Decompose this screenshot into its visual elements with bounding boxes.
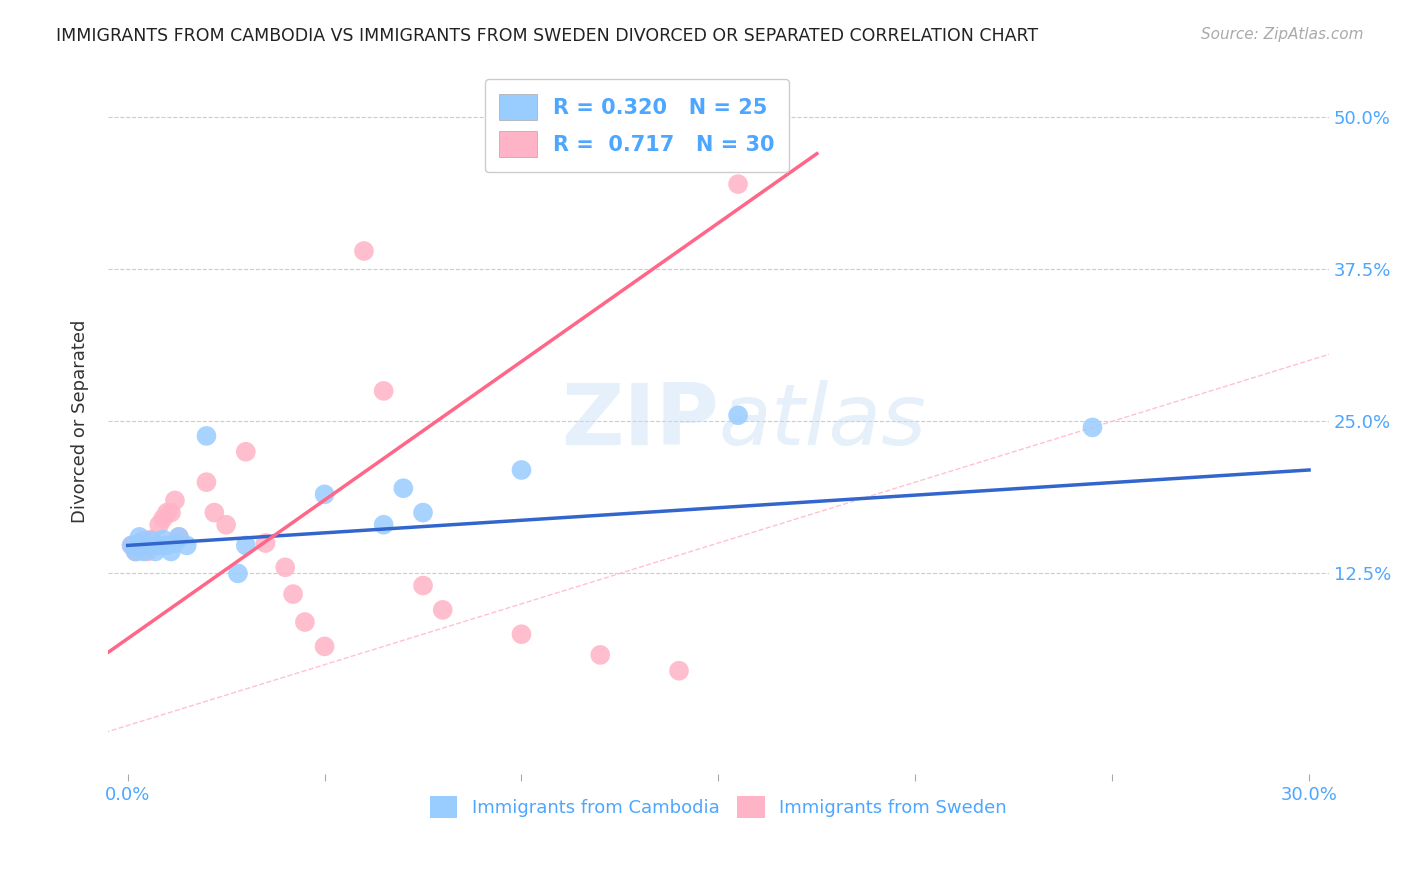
Point — [281, 587, 304, 601]
Text: ZIP: ZIP — [561, 380, 718, 463]
Point — [432, 603, 454, 617]
Point — [148, 538, 170, 552]
Point — [121, 538, 143, 552]
Point — [589, 648, 612, 662]
Point — [156, 538, 179, 552]
Point — [195, 429, 218, 443]
Point — [128, 530, 150, 544]
Point — [373, 384, 395, 398]
Point — [195, 475, 218, 490]
Point — [510, 627, 533, 641]
Legend: Immigrants from Cambodia, Immigrants from Sweden: Immigrants from Cambodia, Immigrants fro… — [423, 789, 1014, 825]
Text: IMMIGRANTS FROM CAMBODIA VS IMMIGRANTS FROM SWEDEN DIVORCED OR SEPARATED CORRELA: IMMIGRANTS FROM CAMBODIA VS IMMIGRANTS F… — [56, 27, 1039, 45]
Point — [163, 493, 186, 508]
Point — [132, 533, 155, 548]
Point — [132, 544, 155, 558]
Point — [176, 538, 198, 552]
Point — [152, 533, 174, 547]
Point — [156, 506, 179, 520]
Point — [160, 544, 183, 558]
Point — [373, 517, 395, 532]
Point — [124, 544, 146, 558]
Point — [167, 530, 190, 544]
Point — [294, 615, 316, 629]
Text: Source: ZipAtlas.com: Source: ZipAtlas.com — [1201, 27, 1364, 42]
Point — [215, 517, 238, 532]
Point — [136, 544, 159, 558]
Point — [235, 538, 257, 552]
Point — [353, 244, 375, 258]
Point — [141, 533, 163, 547]
Point — [160, 506, 183, 520]
Point — [148, 517, 170, 532]
Point — [668, 664, 690, 678]
Point — [121, 538, 143, 552]
Text: atlas: atlas — [718, 380, 927, 463]
Point — [412, 578, 434, 592]
Point — [152, 511, 174, 525]
Point — [128, 538, 150, 552]
Point — [163, 536, 186, 550]
Point — [202, 506, 225, 520]
Point — [727, 409, 749, 423]
Y-axis label: Divorced or Separated: Divorced or Separated — [72, 319, 89, 523]
Point — [141, 533, 163, 548]
Point — [226, 566, 249, 581]
Point — [143, 544, 166, 558]
Point — [128, 536, 150, 550]
Point — [1081, 420, 1104, 434]
Point — [167, 530, 190, 544]
Point — [136, 538, 159, 552]
Point — [274, 560, 297, 574]
Point — [314, 487, 336, 501]
Point — [392, 481, 415, 495]
Point — [143, 538, 166, 552]
Point — [254, 536, 277, 550]
Point — [124, 544, 146, 558]
Point — [412, 506, 434, 520]
Point — [727, 177, 749, 191]
Point — [314, 640, 336, 654]
Point — [510, 463, 533, 477]
Point — [235, 444, 257, 458]
